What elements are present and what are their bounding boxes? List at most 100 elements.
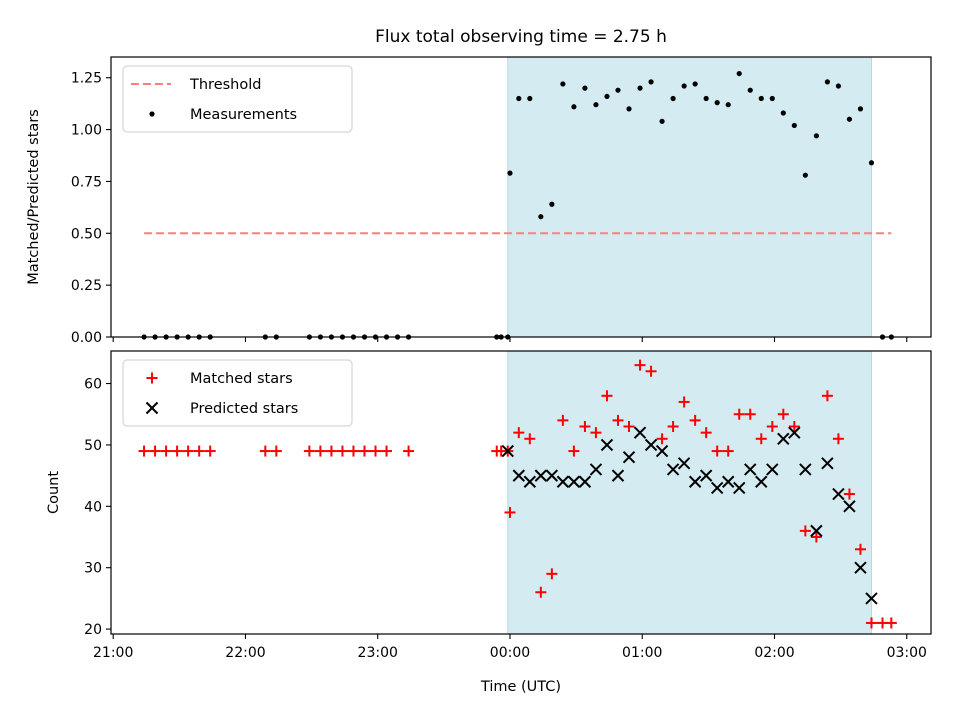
predicted-stars-point bbox=[578, 475, 592, 488]
predicted-stars-point bbox=[512, 469, 526, 482]
legend-box bbox=[122, 65, 353, 133]
predicted-stars-point bbox=[777, 432, 790, 445]
matched-stars-point bbox=[370, 445, 382, 457]
x-tick-label: 23:00 bbox=[358, 645, 398, 661]
matched-stars-point bbox=[325, 445, 337, 457]
matched-stars-point bbox=[821, 390, 833, 402]
predicted-stars-point bbox=[677, 457, 691, 470]
matched-stars-point bbox=[656, 433, 668, 445]
matched-stars-point bbox=[303, 445, 315, 457]
bottom-axes-frame bbox=[110, 350, 932, 635]
measurements-point bbox=[736, 70, 742, 77]
legend-predicted-stars-swatch bbox=[145, 401, 159, 415]
measurements-point bbox=[747, 87, 753, 93]
top-y-axis-label: Matched/Predicted stars bbox=[26, 109, 42, 285]
legend-matched-stars-swatch bbox=[146, 372, 158, 384]
top-y-ticks: 0.00 0.25 0.50 0.75 1.00 1.25 bbox=[71, 71, 111, 346]
matched-stars-point bbox=[579, 421, 591, 433]
matched-stars-point bbox=[854, 543, 866, 555]
measurements-point bbox=[507, 170, 513, 176]
measurements-point bbox=[813, 133, 819, 139]
matched-stars-point bbox=[766, 421, 778, 433]
matched-stars-point bbox=[347, 445, 359, 457]
matched-stars-point bbox=[138, 445, 150, 457]
top-axes-frame bbox=[110, 56, 932, 338]
measurements-point bbox=[615, 87, 621, 93]
predicted-stars-point bbox=[799, 463, 812, 476]
top-panel: 0.00 0.25 0.50 0.75 1.00 1.25 Matched/Predict… bbox=[26, 56, 932, 346]
matched-stars-point bbox=[403, 445, 415, 457]
matched-stars-point bbox=[171, 445, 183, 457]
matched-stars-point bbox=[182, 445, 194, 457]
chart-title: Flux total observing time = 2.75 h bbox=[375, 27, 667, 47]
predicted-stars-point bbox=[545, 469, 559, 482]
predicted-stars-point bbox=[699, 469, 713, 482]
bottom-y-ticks: 20 30 40 50 60 bbox=[84, 377, 111, 638]
matched-stars-point bbox=[623, 421, 635, 433]
matched-stars-point bbox=[667, 421, 679, 433]
matched-stars-point bbox=[381, 445, 393, 457]
matched-stars-point bbox=[755, 433, 767, 445]
predicted-stars-point bbox=[567, 475, 581, 488]
y-tick-label: 0.75 bbox=[71, 174, 102, 190]
predicted-stars-point bbox=[523, 475, 537, 488]
x-tick-label: 00:00 bbox=[490, 645, 530, 661]
matched-stars-point bbox=[711, 445, 723, 457]
bottom-legend: Matched stars Predicted stars bbox=[122, 359, 353, 427]
predicted-stars-point bbox=[788, 426, 801, 439]
legend-measurements-label: Measurements bbox=[190, 107, 297, 123]
matched-stars-point bbox=[689, 414, 701, 426]
matched-stars-point bbox=[336, 445, 348, 457]
matched-stars-point bbox=[259, 445, 271, 457]
x-axis-label: Time (UTC) bbox=[480, 679, 561, 695]
measurements-point bbox=[824, 79, 830, 85]
bottom-y-axis-label: Count bbox=[46, 471, 62, 514]
top-legend: Threshold Measurements bbox=[122, 65, 353, 133]
matched-stars-point bbox=[160, 445, 172, 457]
bottom-x-ticks: 21:00 22:00 23:00 00:00 01:00 02:00 03:00 bbox=[93, 634, 927, 661]
matched-stars-point bbox=[733, 408, 745, 420]
observing-window-shade bbox=[507, 350, 872, 635]
y-tick-label: 30 bbox=[84, 561, 102, 577]
predicted-stars-point bbox=[843, 500, 856, 513]
measurements-point bbox=[527, 95, 533, 102]
predicted-stars-point bbox=[556, 475, 570, 488]
matched-stars-point bbox=[524, 433, 536, 445]
legend-box bbox=[122, 359, 353, 427]
predicted-stars-point bbox=[766, 463, 779, 476]
matched-stars-point bbox=[568, 445, 580, 457]
y-tick-label: 60 bbox=[84, 377, 102, 393]
matched-stars-point bbox=[601, 390, 613, 402]
predicted-stars-point bbox=[666, 463, 680, 476]
x-tick-label: 22:00 bbox=[225, 645, 265, 661]
matched-stars-point bbox=[513, 427, 525, 439]
matched-stars-point bbox=[535, 586, 547, 598]
y-tick-label: 1.25 bbox=[71, 71, 102, 87]
x-tick-label: 03:00 bbox=[887, 645, 927, 661]
legend-predicted-stars-label: Predicted stars bbox=[190, 401, 298, 417]
measurements-point bbox=[670, 95, 676, 102]
predicted-stars-point bbox=[733, 481, 746, 495]
matched-stars-point bbox=[788, 421, 800, 433]
matched-stars-point bbox=[678, 396, 690, 408]
measurements-point bbox=[802, 172, 808, 178]
observing-window-shade bbox=[507, 56, 872, 338]
predicted-stars-point bbox=[589, 463, 603, 476]
matched-stars-point bbox=[193, 445, 205, 457]
matched-stars-point bbox=[810, 531, 822, 543]
measurements-point bbox=[659, 118, 665, 124]
predicted-stars-point bbox=[534, 469, 548, 482]
measurements-point bbox=[560, 81, 566, 87]
x-tick-label: 01:00 bbox=[622, 645, 662, 661]
top-x-ticks bbox=[112, 337, 908, 342]
measurements-point bbox=[549, 201, 555, 207]
bottom-panel: 21:00 22:00 23:00 00:00 01:00 02:00 03:00 20 30… bbox=[46, 350, 932, 695]
predicted-stars-point bbox=[810, 524, 823, 538]
predicted-stars-point bbox=[832, 487, 845, 501]
matched-stars-point bbox=[744, 408, 756, 420]
predicted-stars-point bbox=[622, 450, 636, 464]
measurements-point bbox=[791, 122, 797, 129]
measurements-point bbox=[769, 95, 775, 102]
predicted-stars-point bbox=[755, 475, 768, 488]
